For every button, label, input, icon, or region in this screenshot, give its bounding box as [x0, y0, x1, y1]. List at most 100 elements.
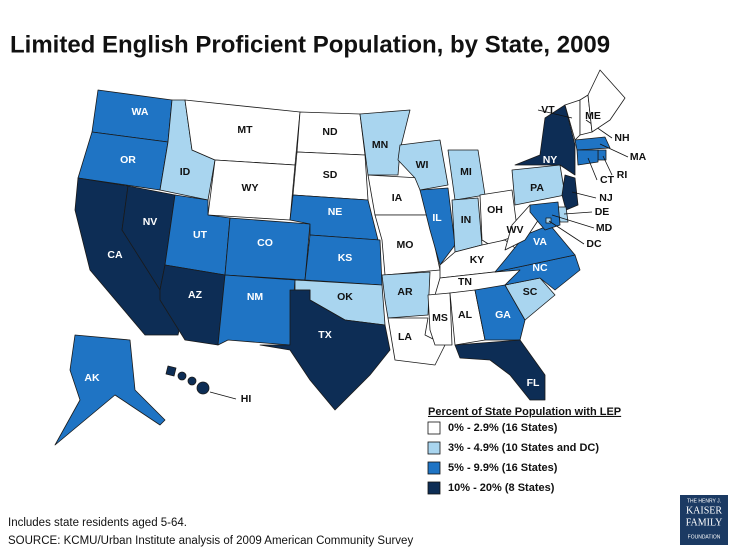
legend-title: Percent of State Population with LEP	[428, 406, 621, 418]
legend-label: 10% - 20% (8 States)	[448, 482, 555, 494]
state-label: TX	[318, 329, 331, 341]
state-label: HI	[241, 393, 252, 405]
state-label: WA	[132, 106, 149, 118]
state-label: NC	[532, 262, 548, 274]
island	[196, 381, 210, 395]
note: Includes state residents aged 5-64.	[8, 517, 187, 529]
state-label: WV	[507, 224, 524, 236]
state-label: MA	[630, 151, 647, 163]
state-label: PA	[530, 182, 544, 194]
logo-text: FOUNDATION	[688, 534, 721, 540]
state-label: NY	[543, 154, 558, 166]
state-label: OR	[120, 154, 136, 166]
state-label: KS	[338, 252, 353, 264]
state-label: IL	[432, 212, 442, 224]
state	[427, 292, 453, 346]
legend-swatch	[427, 481, 441, 495]
legend-label: 3% - 4.9% (10 States and DC)	[448, 442, 599, 454]
leader-line	[602, 155, 613, 176]
state-label: NE	[328, 206, 343, 218]
state-label: AR	[397, 286, 413, 298]
state-label: GA	[495, 309, 511, 321]
legend: Percent of State Population with LEP 0% …	[427, 406, 621, 495]
leader-line	[599, 143, 629, 158]
state-label: CT	[600, 174, 615, 186]
state-label: KY	[470, 254, 485, 266]
state-label: MO	[397, 239, 414, 251]
leader-line	[587, 157, 598, 181]
logo-text: THE HENRY J.	[687, 498, 721, 504]
state-label: VA	[533, 236, 547, 248]
state-label: RI	[617, 169, 628, 181]
state-label: MS	[432, 312, 448, 324]
island	[187, 376, 197, 386]
state-label: IA	[392, 192, 403, 204]
state	[259, 289, 391, 411]
state	[224, 217, 311, 281]
leader-line	[537, 109, 573, 119]
state	[217, 274, 296, 346]
state	[381, 271, 431, 319]
state-label: MN	[372, 139, 388, 151]
state	[587, 69, 626, 133]
state-label: NJ	[599, 192, 613, 204]
state-label: FL	[527, 377, 540, 389]
state-label: TN	[458, 276, 472, 288]
state-label: CA	[107, 249, 123, 261]
state-label: LA	[398, 331, 412, 343]
legend-label: 0% - 2.9% (16 States)	[448, 422, 558, 434]
state-label: WY	[242, 182, 259, 194]
state	[494, 254, 581, 291]
state	[514, 104, 576, 176]
state-label: AZ	[188, 289, 203, 301]
island	[177, 371, 187, 381]
leader-line	[563, 211, 593, 215]
state-label: AK	[84, 372, 100, 384]
state-label: AL	[458, 309, 473, 321]
state-label: WI	[416, 159, 429, 171]
state-label: ID	[180, 166, 191, 178]
state-label: NH	[614, 132, 629, 144]
state	[597, 149, 607, 161]
state-label: IN	[461, 214, 472, 226]
state-label: SD	[323, 169, 338, 181]
state-label: ME	[585, 110, 601, 122]
legend-swatch	[427, 441, 441, 455]
logo-text: FAMILY	[686, 517, 723, 528]
state-label: MT	[237, 124, 253, 136]
leader-line	[585, 119, 613, 139]
state-label: NV	[143, 216, 158, 228]
state-label: ND	[322, 126, 338, 138]
state-label: OH	[487, 204, 503, 216]
state	[574, 136, 611, 151]
legend-swatch	[427, 461, 441, 475]
us-map: WA OR CA NV ID MT WY UT AZ CO NM ND SD NE KS OK TX MN IA MO…	[54, 69, 647, 446]
state-label: SC	[523, 286, 538, 298]
state	[54, 334, 166, 446]
state	[454, 339, 546, 401]
source: SOURCE: KCMU/Urban Institute analysis of…	[8, 535, 413, 547]
logo-box	[680, 495, 728, 545]
state-label: MI	[460, 166, 472, 178]
legend-label: 5% - 9.9% (16 States)	[448, 462, 558, 474]
leader-line	[571, 191, 597, 199]
state-label: VT	[541, 104, 555, 116]
state-label: DC	[586, 238, 602, 250]
state	[576, 149, 599, 166]
leader-line	[551, 214, 595, 229]
logo-text: KAISER	[686, 505, 722, 516]
legend-swatch	[427, 421, 441, 435]
state-label: NM	[247, 291, 264, 303]
state	[374, 214, 441, 276]
state-label: UT	[193, 229, 208, 241]
title: Limited English Proficient Population, b…	[10, 31, 610, 58]
state	[359, 109, 411, 176]
state	[561, 174, 579, 211]
state-label: MD	[596, 222, 613, 234]
state-label: CO	[257, 237, 273, 249]
leader-line	[209, 391, 237, 400]
state-label: DE	[595, 206, 610, 218]
leader-line	[548, 220, 585, 245]
